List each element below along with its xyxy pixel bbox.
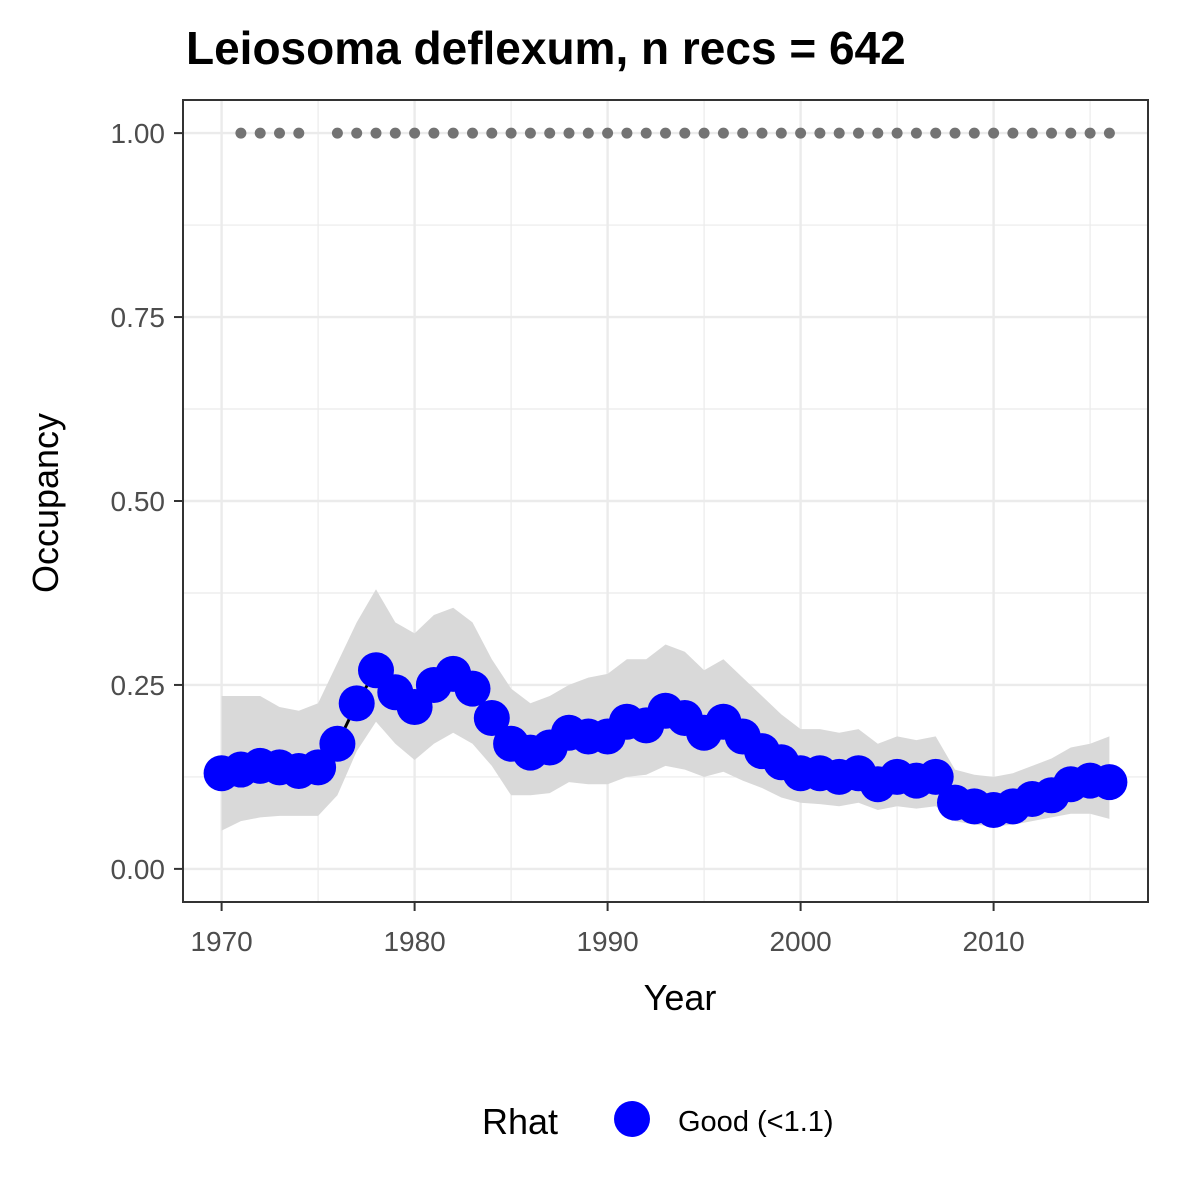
- y-tick-label: 0.50: [111, 486, 166, 517]
- record-year-dot: [486, 127, 498, 139]
- record-year-dot: [524, 127, 536, 139]
- record-year-dot: [795, 127, 807, 139]
- y-tick-label: 0.75: [111, 302, 166, 333]
- record-year-dot: [235, 127, 247, 139]
- record-year-dot: [910, 127, 922, 139]
- record-year-dot: [563, 127, 575, 139]
- record-year-dot: [717, 127, 729, 139]
- record-year-dot: [698, 127, 710, 139]
- record-year-dot: [968, 127, 980, 139]
- record-year-dot: [602, 127, 614, 139]
- occupancy-point: [454, 670, 491, 707]
- occupancy-point: [1091, 764, 1128, 801]
- record-year-dot: [872, 127, 884, 139]
- record-year-dot: [930, 127, 942, 139]
- legend: Rhat Good (<1.1): [482, 1101, 834, 1142]
- legend-swatch-good: [614, 1101, 650, 1137]
- record-year-dot: [640, 127, 652, 139]
- x-tick-label: 2000: [769, 926, 831, 957]
- axis-ticks: 1970 1980 1990 2000 2010 0.00 0.25 0.50 0.75 1.00: [111, 118, 1025, 957]
- record-year-dot: [679, 127, 691, 139]
- record-year-dot: [293, 127, 305, 139]
- record-year-dot: [988, 127, 1000, 139]
- y-tick-label: 0.25: [111, 670, 166, 701]
- record-year-dot: [891, 127, 903, 139]
- record-year-dot: [1007, 127, 1019, 139]
- record-year-dot: [331, 127, 343, 139]
- x-tick-label: 1980: [383, 926, 445, 957]
- x-axis-title: Year: [644, 977, 717, 1018]
- record-year-dot: [428, 127, 440, 139]
- record-year-dot: [274, 127, 285, 139]
- occupancy-point: [473, 700, 510, 737]
- record-year-dot: [544, 127, 556, 139]
- y-tick-label: 1.00: [111, 118, 166, 149]
- y-axis-title: Occupancy: [25, 413, 66, 593]
- record-year-dot: [1084, 127, 1096, 139]
- occupancy-point: [917, 758, 954, 795]
- record-year-dot: [505, 127, 517, 139]
- record-year-dot: [1046, 127, 1057, 139]
- record-year-dot: [370, 127, 382, 139]
- record-year-dot: [814, 127, 826, 139]
- x-tick-label: 2010: [962, 926, 1024, 957]
- record-year-dot: [351, 127, 363, 139]
- record-year-dot: [756, 127, 768, 139]
- legend-label-good: Good (<1.1): [678, 1106, 834, 1138]
- occupancy-point: [319, 725, 356, 762]
- legend-title: Rhat: [482, 1101, 558, 1142]
- chart-title: Leiosoma deflexum, n recs = 642: [186, 22, 906, 74]
- record-year-dot: [254, 127, 266, 139]
- record-year-dot: [389, 127, 401, 139]
- record-year-dot: [1103, 127, 1115, 139]
- occupancy-points: [203, 652, 1128, 829]
- record-year-dot: [447, 127, 459, 139]
- record-year-dot: [1065, 127, 1077, 139]
- x-tick-label: 1970: [190, 926, 252, 957]
- record-year-dot: [660, 127, 671, 139]
- record-year-dot: [853, 127, 864, 139]
- record-year-dot: [949, 127, 961, 139]
- record-year-dot: [467, 127, 478, 139]
- record-year-dot: [775, 127, 787, 139]
- x-tick-label: 1990: [576, 926, 638, 957]
- record-year-dot: [621, 127, 633, 139]
- record-year-dot: [1026, 127, 1038, 139]
- occupancy-point: [338, 685, 375, 722]
- record-year-dot: [582, 127, 594, 139]
- record-year-dot: [833, 127, 845, 139]
- record-year-dot: [737, 127, 749, 139]
- y-tick-label: 0.00: [111, 854, 166, 885]
- record-year-dot: [409, 127, 421, 139]
- record-dots: [235, 127, 1115, 139]
